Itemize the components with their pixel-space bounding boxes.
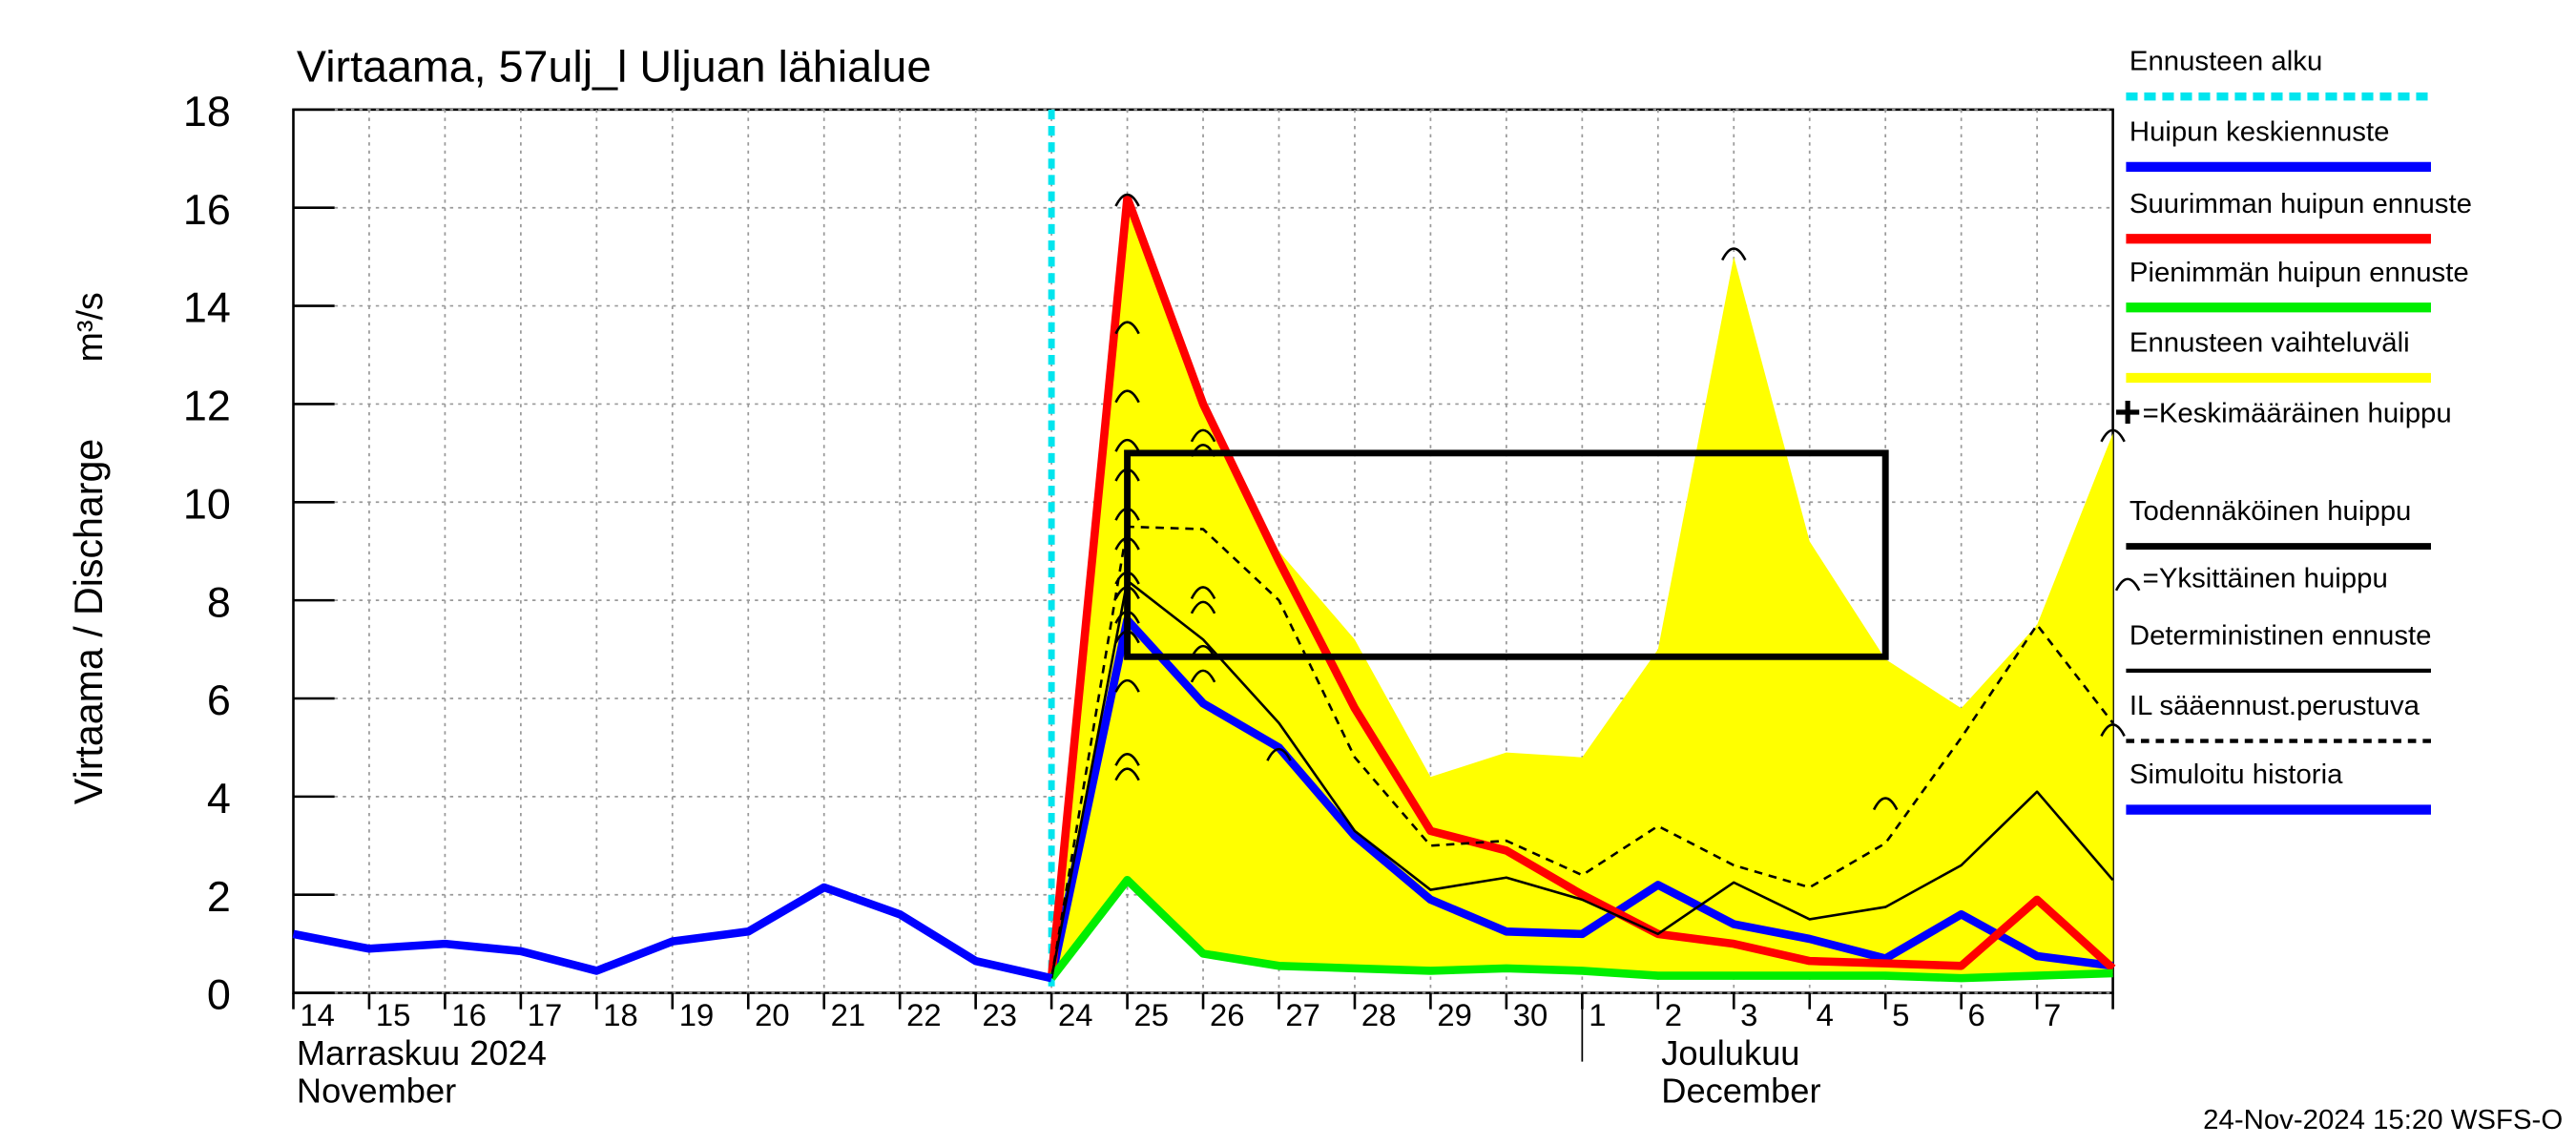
x-tick-label: 26 <box>1210 997 1244 1032</box>
x-tick-label: 2 <box>1665 997 1682 1032</box>
chart-title: Virtaama, 57ulj_l Uljuan lähialue <box>297 42 931 92</box>
individual-peak <box>1114 630 1140 644</box>
legend-label: Simuloitu historia <box>2129 760 2343 790</box>
y-tick-label: 10 <box>183 481 231 529</box>
y-tick-label: 12 <box>183 383 231 430</box>
individual-peak <box>1872 797 1899 811</box>
x-tick-label: 3 <box>1740 997 1757 1032</box>
x-tick-label: 7 <box>2044 997 2061 1032</box>
individual-peak <box>2100 428 2126 443</box>
x-tick-label: 29 <box>1437 997 1471 1032</box>
individual-peak <box>2100 723 2126 738</box>
individual-peak <box>1114 468 1140 482</box>
x-tick-label: 18 <box>603 997 637 1032</box>
x-tick-label: 17 <box>528 997 562 1032</box>
series-line <box>1048 875 2113 983</box>
month-label-en: November <box>297 1072 456 1111</box>
legend-label: =Keskimääräinen huippu <box>2143 398 2452 428</box>
y-tick-label: 18 <box>183 88 231 135</box>
x-tick-label: 24 <box>1058 997 1092 1032</box>
individual-peak <box>1114 586 1140 600</box>
y-axis-unit: m³/s <box>71 292 111 362</box>
y-tick-label: 4 <box>207 775 231 822</box>
y-tick-label: 2 <box>207 873 231 921</box>
x-tick-label: 21 <box>831 997 865 1032</box>
individual-peak <box>1190 600 1216 614</box>
x-tick-label: 1 <box>1589 997 1606 1032</box>
legend-label: Pienimmän huipun ennuste <box>2129 258 2469 288</box>
x-tick-label: 15 <box>376 997 410 1032</box>
x-tick-label: 4 <box>1817 997 1834 1032</box>
individual-peak <box>1114 193 1140 207</box>
probable-peak-box <box>1124 449 1889 660</box>
range-area <box>1051 198 2113 979</box>
individual-peak <box>1114 438 1140 452</box>
legend-label: Todennäköinen huippu <box>2129 496 2412 527</box>
legend-swatch <box>2116 401 2140 424</box>
month-label-en: December <box>1661 1072 1820 1111</box>
legend-label: Deterministinen ennuste <box>2129 621 2432 652</box>
x-tick-label: 14 <box>300 997 334 1032</box>
y-tick-label: 6 <box>207 677 231 724</box>
x-tick-label: 30 <box>1513 997 1548 1032</box>
individual-peak <box>1266 747 1292 761</box>
x-tick-label: 5 <box>1892 997 1909 1032</box>
individual-peak <box>1114 507 1140 521</box>
individual-peak <box>1114 678 1140 693</box>
month-label: Marraskuu 2024 <box>297 1033 547 1072</box>
individual-peak <box>1190 428 1216 443</box>
individual-peak <box>1114 610 1140 624</box>
y-tick-label: 8 <box>207 578 231 626</box>
legend-label: Ennusteen alku <box>2129 47 2322 77</box>
x-tick-label: 27 <box>1285 997 1319 1032</box>
x-tick-label: 6 <box>1968 997 1985 1032</box>
series-line <box>1049 525 2114 979</box>
series-line <box>292 883 1053 983</box>
timestamp: 24-Nov-2024 15:20 WSFS-O <box>2203 1105 2563 1135</box>
individual-peak <box>1114 536 1140 551</box>
x-tick-label: 22 <box>906 997 941 1032</box>
individual-peak <box>1114 321 1140 335</box>
series-line <box>1047 615 2114 980</box>
individual-peak <box>1190 586 1216 600</box>
individual-peak <box>1114 389 1140 404</box>
y-tick-label: 16 <box>183 186 231 234</box>
legend-label: Ennusteen vaihteluväli <box>2129 328 2410 359</box>
y-tick-label: 0 <box>207 971 231 1019</box>
y-tick-label: 14 <box>183 284 231 332</box>
x-tick-label: 20 <box>755 997 789 1032</box>
legend-label: Huipun keskiennuste <box>2129 117 2390 148</box>
legend-swatch <box>2114 577 2141 592</box>
legend-label: =Yksittäinen huippu <box>2143 564 2388 594</box>
x-tick-label: 19 <box>679 997 714 1032</box>
legend: Ennusteen alku Huipun keskiennuste Suurimm… <box>2114 47 2472 815</box>
individual-peak <box>1190 644 1216 658</box>
series-line <box>1049 579 2114 979</box>
individual-peak <box>1721 247 1747 261</box>
individual-peak <box>1190 669 1216 683</box>
x-tick-label: 28 <box>1361 997 1396 1032</box>
y-axis-label: Virtaama / Discharge <box>67 439 111 804</box>
individual-peak <box>1190 444 1216 457</box>
month-label: Joulukuu <box>1661 1033 1799 1072</box>
legend-label: Suurimman huipun ennuste <box>2129 189 2472 219</box>
individual-peak <box>1114 571 1140 585</box>
x-tick-label: 16 <box>451 997 486 1032</box>
individual-peak <box>1114 753 1140 766</box>
individual-peak <box>1114 767 1140 781</box>
x-tick-label: 25 <box>1133 997 1168 1032</box>
legend-label: IL sääennust.perustuva <box>2129 691 2420 721</box>
x-tick-label: 23 <box>983 997 1017 1032</box>
